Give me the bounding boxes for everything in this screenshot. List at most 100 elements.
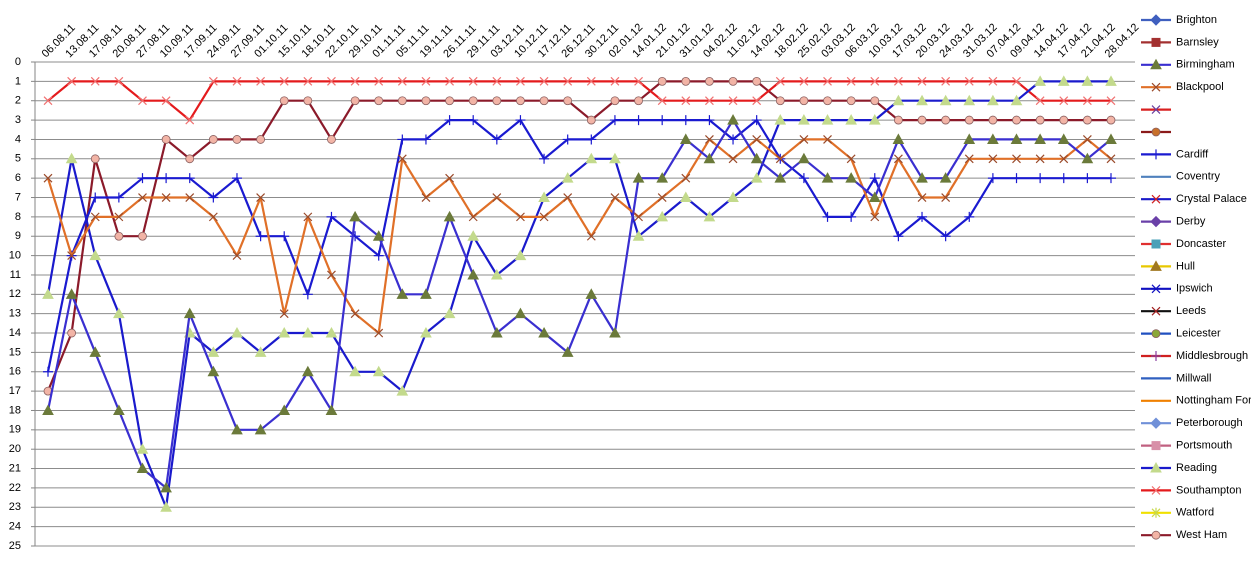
marker xyxy=(679,133,692,144)
legend-marker xyxy=(1151,194,1161,204)
marker xyxy=(610,96,620,106)
marker xyxy=(89,249,102,261)
marker xyxy=(326,211,337,222)
y-tick-label: 3 xyxy=(15,114,21,126)
marker xyxy=(420,134,431,145)
marker xyxy=(775,96,785,106)
marker xyxy=(893,154,903,164)
marker xyxy=(681,96,691,106)
marker xyxy=(1012,154,1021,164)
marker xyxy=(775,154,785,164)
marker xyxy=(728,154,738,164)
marker xyxy=(539,76,549,86)
marker xyxy=(1082,135,1092,144)
marker xyxy=(633,115,644,126)
marker xyxy=(988,76,998,86)
marker xyxy=(657,76,667,86)
marker xyxy=(185,193,195,202)
marker xyxy=(467,268,480,280)
marker xyxy=(870,76,880,86)
marker xyxy=(869,173,880,184)
marker xyxy=(704,96,714,106)
y-tick-label: 14 xyxy=(9,327,21,339)
marker xyxy=(136,462,149,474)
marker xyxy=(705,76,714,86)
legend-marker xyxy=(1151,530,1161,540)
marker xyxy=(752,135,762,144)
marker xyxy=(254,346,267,357)
legend-label: Portsmouth xyxy=(1176,440,1232,452)
marker xyxy=(846,211,857,222)
marker xyxy=(939,94,952,106)
marker xyxy=(752,96,762,106)
marker xyxy=(798,114,810,125)
marker xyxy=(632,230,645,241)
y-tick-label: 11 xyxy=(10,269,21,281)
marker xyxy=(279,231,290,242)
marker xyxy=(561,172,574,183)
marker xyxy=(1034,133,1046,144)
marker xyxy=(208,212,218,222)
y-tick-label: 13 xyxy=(9,308,21,320)
marker xyxy=(563,96,573,106)
legend-label: Birmingham xyxy=(1176,59,1235,71)
marker xyxy=(1106,115,1116,125)
marker xyxy=(538,191,550,203)
y-tick-label: 0 xyxy=(15,56,21,68)
marker xyxy=(373,250,384,261)
marker xyxy=(964,154,974,164)
series-line xyxy=(46,138,1112,335)
marker xyxy=(893,76,903,86)
marker xyxy=(467,230,480,241)
marker xyxy=(586,231,596,241)
marker xyxy=(516,212,525,222)
marker xyxy=(67,76,77,86)
marker xyxy=(987,94,999,106)
marker xyxy=(1057,133,1070,144)
legend-label: West Ham xyxy=(1176,529,1227,541)
marker xyxy=(752,76,762,86)
marker xyxy=(443,307,456,319)
legend-label: Middlesbrough xyxy=(1176,350,1248,362)
marker xyxy=(420,327,432,338)
marker xyxy=(703,210,716,222)
marker xyxy=(539,212,549,222)
y-tick-label: 25 xyxy=(9,540,21,552)
legend-marker xyxy=(1151,149,1161,160)
marker xyxy=(610,76,620,86)
marker xyxy=(420,288,432,299)
y-tick-label: 16 xyxy=(9,366,21,378)
y-tick-label: 9 xyxy=(15,230,21,242)
marker xyxy=(161,173,172,184)
marker xyxy=(113,192,124,203)
legend-marker xyxy=(1151,441,1161,451)
marker xyxy=(563,76,573,86)
y-tick-label: 17 xyxy=(9,385,21,397)
marker xyxy=(208,76,218,86)
legend-label: Southampton xyxy=(1176,484,1241,496)
marker xyxy=(349,365,361,377)
marker xyxy=(586,76,596,86)
marker xyxy=(516,76,525,86)
legend-marker xyxy=(1151,127,1161,137)
marker xyxy=(941,193,951,202)
marker xyxy=(184,173,195,184)
marker xyxy=(207,365,220,377)
y-tick-label: 7 xyxy=(15,191,21,203)
marker xyxy=(374,76,384,86)
marker xyxy=(445,173,455,183)
marker xyxy=(987,173,998,184)
marker xyxy=(823,135,832,144)
marker xyxy=(183,307,196,319)
marker xyxy=(894,115,903,125)
marker xyxy=(372,230,385,241)
marker xyxy=(350,76,360,86)
marker xyxy=(185,115,195,125)
legend-label: Doncaster xyxy=(1176,238,1226,250)
marker xyxy=(916,172,928,183)
marker xyxy=(821,114,834,125)
marker xyxy=(916,94,928,106)
marker xyxy=(964,115,974,125)
marker xyxy=(1081,75,1094,86)
marker xyxy=(750,172,763,183)
